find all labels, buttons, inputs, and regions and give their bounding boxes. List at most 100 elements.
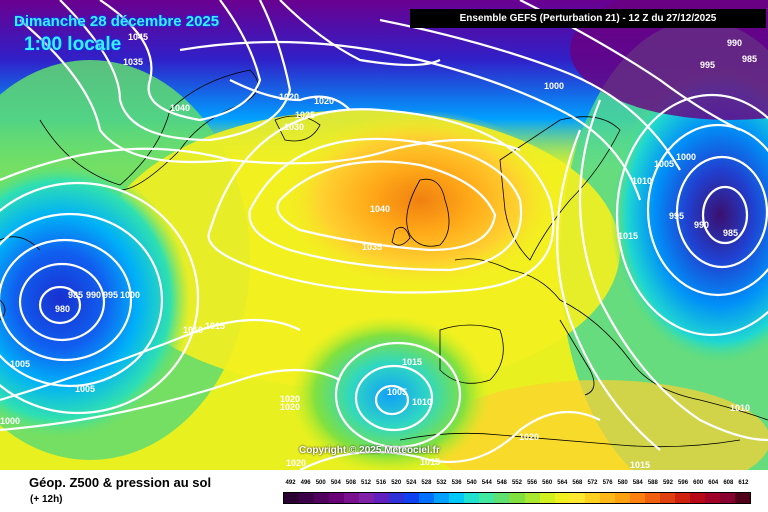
isobar-label: 1000 [120, 290, 140, 300]
isobar-line [59, 0, 292, 142]
field-high-center [280, 110, 560, 290]
isobar-label: 1000 [0, 416, 20, 426]
scale-swatch [419, 493, 435, 503]
scale-tick-label: 500 [315, 480, 326, 486]
isobar-label: 985 [742, 54, 757, 64]
scale-tick-label: 560 [542, 480, 553, 486]
scale-tick-label: 536 [451, 480, 462, 486]
legend-subtitle: (+ 12h) [30, 494, 63, 505]
scale-tick-label: 524 [406, 480, 417, 486]
scale-color-bar [283, 492, 751, 504]
scale-swatch [719, 493, 735, 503]
europe-coast [454, 258, 768, 421]
isobar-line [18, 262, 106, 342]
field-low-east [610, 65, 768, 365]
isobar-label: 1020 [286, 458, 306, 468]
scale-tick-label: 584 [632, 480, 643, 486]
scale-tick-label: 496 [300, 480, 311, 486]
isobar-label: 1005 [654, 159, 674, 169]
scale-tick-label: 544 [481, 480, 492, 486]
scale-swatch [614, 493, 630, 503]
scale-tick-label: 516 [376, 480, 387, 486]
isobar-line [646, 123, 768, 297]
scale-tick-label: 540 [466, 480, 477, 486]
isobar-label: 1015 [205, 321, 225, 331]
isobar-line [38, 285, 82, 325]
isobar-label: 1045 [128, 32, 148, 42]
scale-tick-label: 600 [693, 480, 704, 486]
isobar-label: 1015 [630, 460, 650, 470]
isobar-line [374, 384, 410, 416]
scale-tick-label: 568 [572, 480, 583, 486]
scale-swatch [329, 493, 345, 503]
scale-swatch [689, 493, 705, 503]
scale-tick-label: 528 [421, 480, 432, 486]
isobar-label: 980 [55, 304, 70, 314]
isobar-line [0, 368, 341, 432]
scale-tick-labels: 492 496 500 504 508 512 516 520 524 528 532 536 540 5… [283, 480, 751, 491]
italy-coast [559, 319, 595, 396]
scale-tick-label: 556 [527, 480, 538, 486]
scale-tick-label: 508 [345, 480, 356, 486]
scale-swatch [569, 493, 585, 503]
scale-tick-label: 552 [511, 480, 522, 486]
scale-tick-label: 548 [496, 480, 507, 486]
isobar-line [556, 129, 661, 451]
isobar-line [615, 93, 768, 337]
scale-swatch [524, 493, 540, 503]
field-high-south [430, 380, 768, 470]
isobar-line [578, 99, 768, 442]
isobar-line [248, 137, 523, 272]
ireland-coast [391, 226, 411, 246]
isobar-label: 990 [694, 220, 709, 230]
geopotential-pressure-map: 1045 1035 1040 1020 1020 1025 1030 1000 … [0, 0, 768, 470]
isobar-line [299, 410, 601, 470]
scale-tick-label: 512 [361, 480, 372, 486]
scale-tick-label: 604 [708, 480, 719, 486]
isobar-label: 995 [669, 211, 684, 221]
isobar-label: 1005 [387, 387, 407, 397]
isobar-label: 985 [68, 290, 83, 300]
isobar-line [0, 212, 164, 388]
isobar-label: 1000 [544, 81, 564, 91]
isobar-label: 1010 [632, 176, 652, 186]
scale-tick-label: 532 [436, 480, 447, 486]
scale-swatch [554, 493, 570, 503]
africa-coast [399, 432, 741, 448]
isobar-label: 990 [727, 38, 742, 48]
isobar-line [207, 108, 555, 294]
scale-swatch [404, 493, 420, 503]
copyright-text: Copyright © 2025 Meteociel.fr [299, 445, 440, 456]
isobar-line [0, 318, 301, 402]
isobar-label: 1025 [295, 110, 315, 120]
scale-swatch [629, 493, 645, 503]
scale-tick-label: 576 [602, 480, 613, 486]
legend-title: Géop. Z500 & pression au sol [29, 475, 212, 490]
isobar-label: 1040 [370, 204, 390, 214]
isobar-label: 995 [103, 290, 118, 300]
isobar-label: 1015 [402, 357, 422, 367]
scale-swatch [344, 493, 360, 503]
field-low-west [0, 160, 190, 440]
scale-swatch [374, 493, 390, 503]
scale-swatch [494, 493, 510, 503]
color-scale: 492 496 500 504 508 512 516 520 524 528 532 536 540 5… [283, 480, 751, 506]
isobar-label: 1000 [676, 152, 696, 162]
isobar-line [379, 18, 681, 171]
field-purple-ne [570, 0, 768, 120]
isobar-label: 1005 [75, 384, 95, 394]
scale-tick-label: 612 [738, 480, 749, 486]
isobar-label: 1030 [284, 122, 304, 132]
isobar-line [279, 0, 441, 67]
isobar-line [0, 181, 200, 415]
scale-tick-label: 504 [330, 480, 341, 486]
isobar-label: 985 [723, 228, 738, 238]
isobar-label: 1035 [123, 57, 143, 67]
scale-swatch [659, 493, 675, 503]
isobar-label: 1010 [412, 397, 432, 407]
iceland-coast [274, 115, 321, 142]
scale-swatch [449, 493, 465, 503]
forecast-time: 1:00 locale [24, 34, 122, 55]
scale-tick-label: 520 [391, 480, 402, 486]
